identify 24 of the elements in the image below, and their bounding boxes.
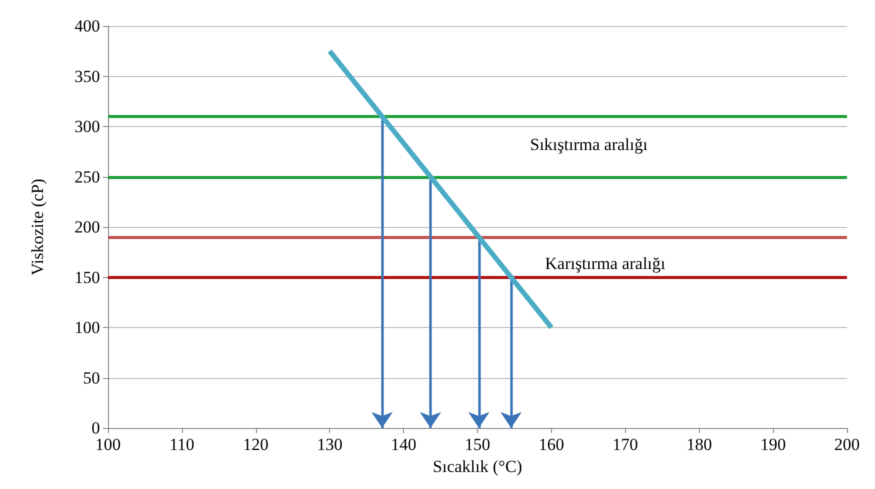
x-tick-label: 140 <box>390 435 416 454</box>
x-tick-label: 170 <box>612 435 638 454</box>
x-axis-title: Sıcaklık (°C) <box>432 457 522 476</box>
y-tick-label: 400 <box>74 16 100 36</box>
x-tick-label: 200 <box>834 435 860 454</box>
y-tick-label: 250 <box>74 167 100 186</box>
annotation: Sıkıştırma aralığı <box>530 135 648 154</box>
y-tick-label: 150 <box>74 268 100 287</box>
y-tick-label: 0 <box>92 418 100 438</box>
y-tick-label: 350 <box>74 66 100 86</box>
x-tick-label: 180 <box>686 435 712 454</box>
annotation: Karıştırma aralığı <box>545 254 666 273</box>
x-tick-label: 100 <box>95 435 121 454</box>
x-tick-label: 110 <box>169 435 194 454</box>
x-tick-label: 130 <box>316 435 342 454</box>
x-tick-label: 160 <box>538 435 564 454</box>
x-tick-label: 120 <box>243 435 269 454</box>
y-tick-label: 100 <box>74 318 100 337</box>
y-axis-title: Viskozite (cP) <box>28 178 47 276</box>
y-tick-label: 200 <box>74 218 100 236</box>
x-tick-label: 190 <box>760 435 786 454</box>
x-tick-label: 150 <box>464 435 490 454</box>
y-tick-label: 50 <box>83 368 100 388</box>
y-tick-label: 300 <box>74 117 100 136</box>
